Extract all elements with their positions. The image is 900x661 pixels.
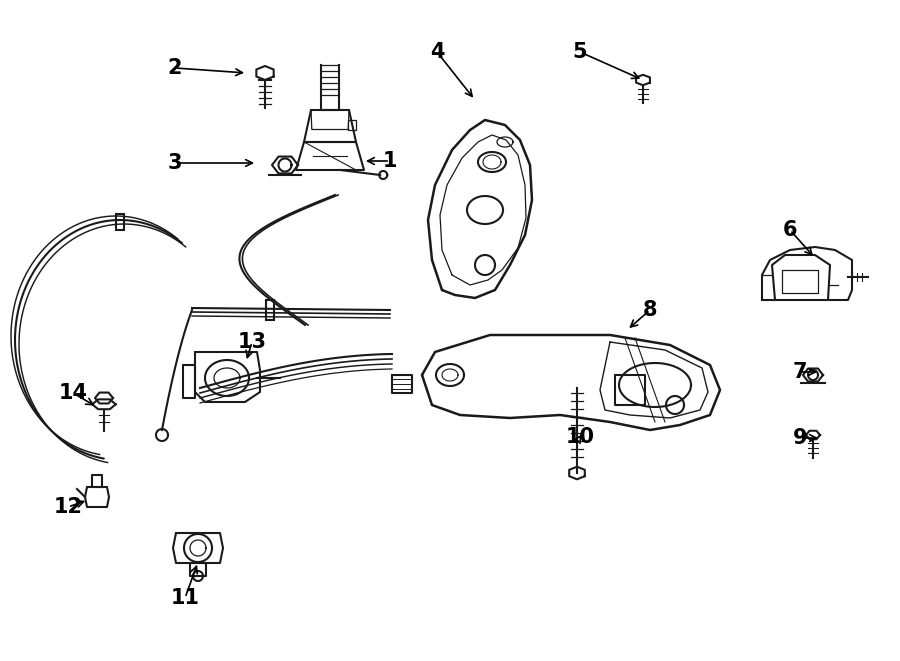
Text: 2: 2 — [167, 58, 182, 78]
Text: 9: 9 — [793, 428, 807, 448]
Bar — [348, 120, 356, 130]
Text: 3: 3 — [167, 153, 182, 173]
Text: 14: 14 — [58, 383, 87, 403]
Text: 6: 6 — [783, 220, 797, 240]
Text: 5: 5 — [572, 42, 588, 62]
Text: 13: 13 — [238, 332, 266, 352]
Text: 8: 8 — [643, 300, 657, 320]
Text: 1: 1 — [382, 151, 397, 171]
Text: 12: 12 — [53, 497, 83, 517]
Bar — [116, 214, 124, 230]
Text: 4: 4 — [430, 42, 445, 62]
Text: 7: 7 — [793, 362, 807, 382]
Text: 11: 11 — [170, 588, 200, 608]
Bar — [266, 300, 274, 320]
Text: 10: 10 — [565, 427, 595, 447]
